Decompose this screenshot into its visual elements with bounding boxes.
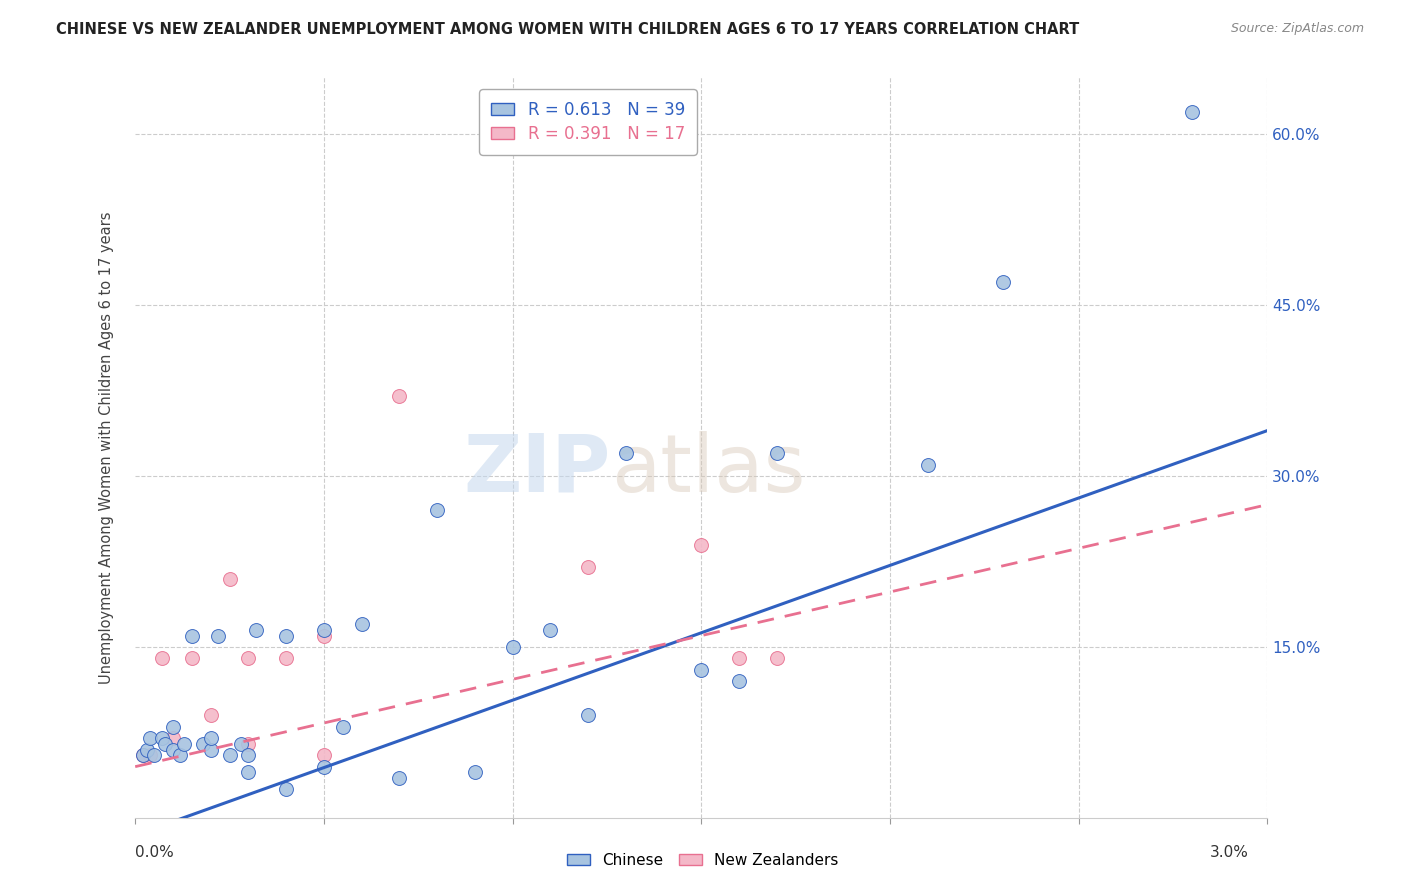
Point: [200, 742, 222, 756]
Point: [464, 765, 486, 780]
Point: [169, 748, 191, 763]
Point: [917, 458, 939, 472]
Point: [139, 731, 162, 746]
Point: [312, 759, 335, 773]
Point: [173, 737, 195, 751]
Point: [238, 651, 260, 665]
Point: [162, 731, 184, 746]
Point: [690, 537, 713, 551]
Point: [332, 720, 354, 734]
Text: Source: ZipAtlas.com: Source: ZipAtlas.com: [1230, 22, 1364, 36]
Point: [162, 720, 184, 734]
Point: [388, 389, 411, 403]
Point: [426, 503, 449, 517]
Point: [143, 748, 166, 763]
Point: [728, 651, 751, 665]
Point: [728, 674, 751, 689]
Point: [191, 737, 214, 751]
Point: [180, 629, 202, 643]
Legend: Chinese, New Zealanders: Chinese, New Zealanders: [560, 845, 846, 875]
Point: [276, 629, 298, 643]
Point: [388, 771, 411, 785]
Point: [135, 742, 157, 756]
Point: [132, 748, 155, 763]
Point: [350, 617, 373, 632]
Point: [690, 663, 713, 677]
Point: [502, 640, 524, 654]
Text: CHINESE VS NEW ZEALANDER UNEMPLOYMENT AMONG WOMEN WITH CHILDREN AGES 6 TO 17 YEA: CHINESE VS NEW ZEALANDER UNEMPLOYMENT AM…: [56, 22, 1080, 37]
Point: [162, 742, 184, 756]
Point: [132, 748, 155, 763]
Point: [200, 708, 222, 723]
Point: [238, 737, 260, 751]
Point: [238, 748, 260, 763]
Point: [150, 731, 173, 746]
Point: [155, 737, 177, 751]
Point: [139, 748, 162, 763]
Point: [229, 737, 252, 751]
Point: [538, 623, 561, 637]
Text: 0.0%: 0.0%: [135, 845, 174, 860]
Point: [312, 748, 335, 763]
Point: [276, 651, 298, 665]
Point: [576, 560, 599, 574]
Point: [180, 651, 202, 665]
Point: [150, 651, 173, 665]
Point: [312, 629, 335, 643]
Text: ZIP: ZIP: [464, 431, 610, 509]
Point: [614, 446, 637, 460]
Point: [576, 708, 599, 723]
Point: [765, 651, 787, 665]
Point: [276, 782, 298, 797]
Point: [218, 748, 240, 763]
Y-axis label: Unemployment Among Women with Children Ages 6 to 17 years: Unemployment Among Women with Children A…: [100, 211, 114, 684]
Point: [765, 446, 787, 460]
Point: [207, 629, 229, 643]
Point: [218, 572, 240, 586]
Legend: R = 0.613   N = 39, R = 0.391   N = 17: R = 0.613 N = 39, R = 0.391 N = 17: [479, 89, 697, 154]
Point: [238, 765, 260, 780]
Point: [200, 731, 222, 746]
Point: [991, 276, 1014, 290]
Point: [1181, 104, 1204, 119]
Point: [245, 623, 267, 637]
Point: [312, 623, 335, 637]
Text: 3.0%: 3.0%: [1209, 845, 1249, 860]
Text: atlas: atlas: [610, 431, 806, 509]
